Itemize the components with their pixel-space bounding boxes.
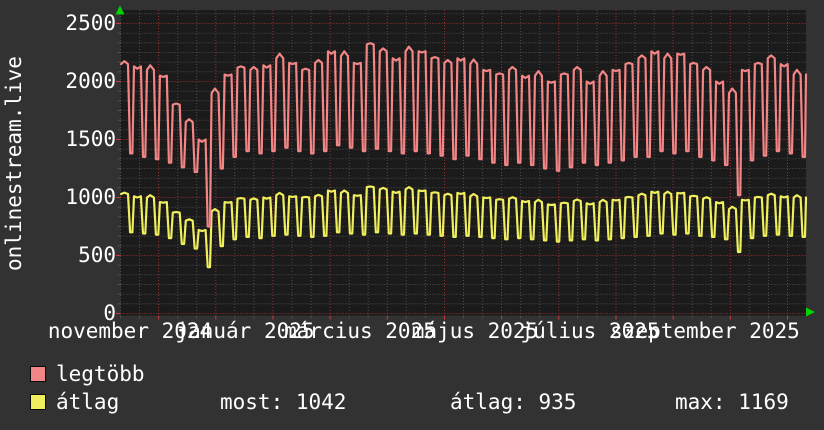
y-axis-arrow-icon [115, 5, 125, 15]
y-tick-500: 500 [78, 243, 116, 267]
x-tick-januar-2025: január 2025 [175, 319, 315, 343]
series-atlag-line [120, 185, 808, 269]
legend-swatch-legtobb [30, 366, 46, 382]
legend-swatch-atlag [30, 394, 46, 410]
legend-label-legtobb: legtöbb [56, 362, 145, 386]
y-tick-1500: 1500 [65, 127, 116, 151]
x-tick-marcius-2025: március 2025 [284, 319, 436, 343]
x-tick-majus-2025: május 2025 [411, 319, 539, 343]
x-tick-julius-2025: július 2025 [520, 319, 660, 343]
x-tick-szeptember-2025: szeptember 2025 [610, 319, 800, 343]
y-tick-0: 0 [103, 301, 116, 325]
y-tick-2000: 2000 [65, 69, 116, 93]
y-tick-1000: 1000 [65, 185, 116, 209]
x-axis-arrow-icon [806, 307, 815, 317]
stat-atlag: átlag: 935 [450, 390, 577, 414]
legend-label-atlag: átlag [56, 390, 120, 414]
y-tick-2500: 2500 [65, 11, 116, 35]
x-tick-november-2024: november 2024 [47, 319, 213, 343]
series-legtobb-line [120, 42, 808, 228]
stat-most: most: 1042 [220, 390, 347, 414]
stat-max: max: 1169 [675, 390, 789, 414]
